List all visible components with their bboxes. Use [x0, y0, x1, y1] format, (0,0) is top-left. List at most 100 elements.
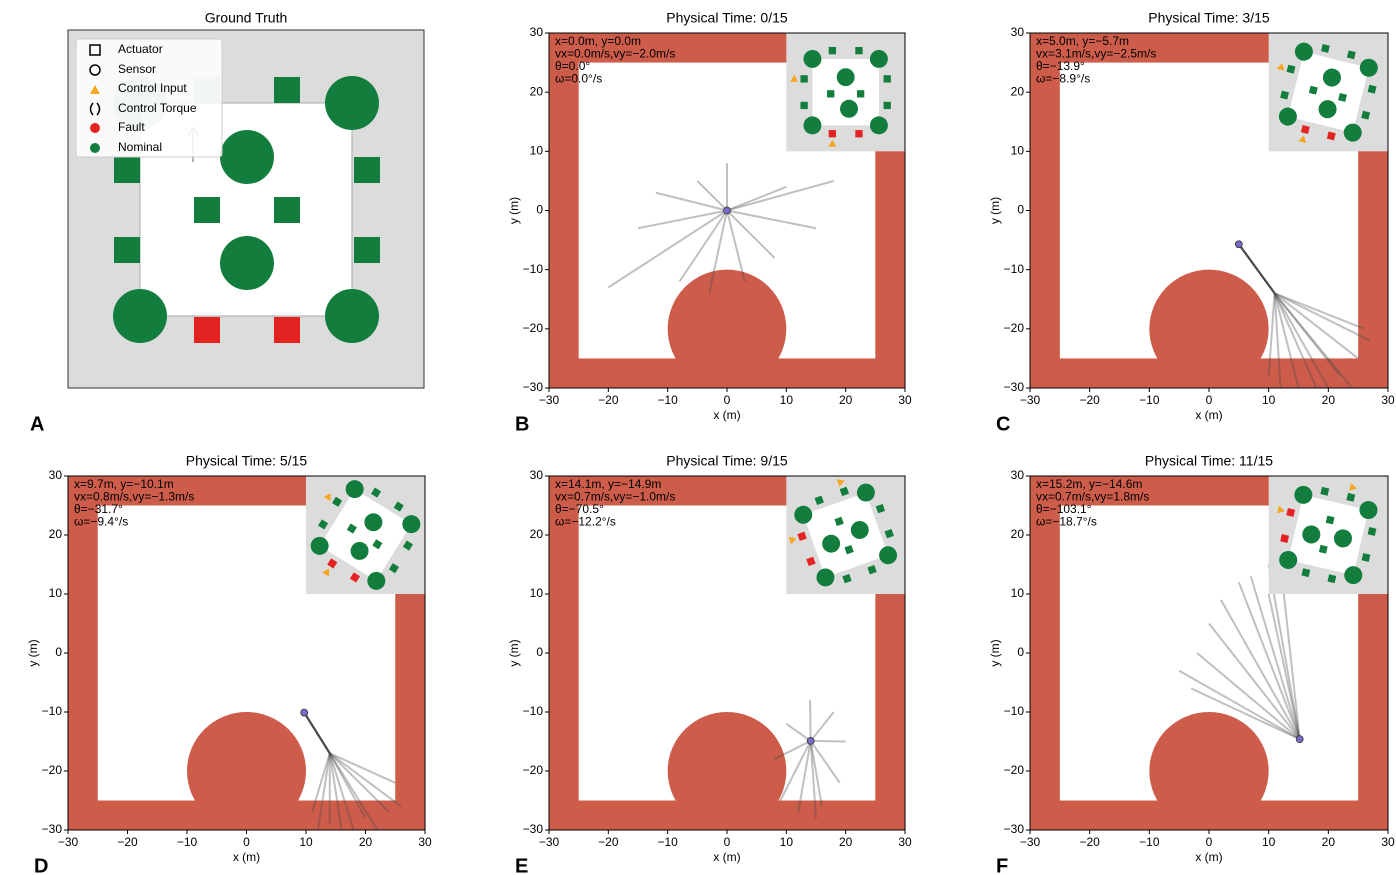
y-tick-label: 30 — [1011, 468, 1025, 482]
x-tick-label: 20 — [839, 393, 853, 407]
x-tick-label: 0 — [724, 835, 731, 849]
x-tick-label: −30 — [1020, 835, 1041, 849]
obstacle — [1149, 712, 1268, 830]
sensor — [325, 289, 379, 343]
sensor — [220, 236, 274, 290]
y-tick-label: 0 — [1017, 645, 1024, 659]
y-tick-label: −20 — [523, 321, 544, 335]
x-tick-label: −10 — [657, 835, 678, 849]
panel-label: B — [515, 413, 529, 435]
y-tick-label: 20 — [530, 527, 544, 541]
y-tick-label: 20 — [1011, 84, 1025, 98]
y-tick-label: 10 — [49, 586, 63, 600]
obstacle — [668, 712, 787, 830]
x-axis-label: x (m) — [1195, 850, 1222, 864]
panel: x=0.0m, y=0.0mvx=0.0m/s,vy=−2.0m/sθ=0.0°… — [507, 10, 912, 436]
inset-sensor — [837, 68, 855, 86]
x-tick-label: 0 — [243, 835, 250, 849]
y-tick-label: 20 — [530, 84, 544, 98]
inset-actuator — [827, 90, 834, 97]
x-tick-label: −10 — [1139, 835, 1160, 849]
state-annotation: ω=−12.2°/s — [555, 515, 616, 529]
sensor — [113, 289, 167, 343]
inset-actuator — [829, 47, 836, 54]
state-annotation: ω=−8.9°/s — [1036, 72, 1090, 86]
trajectory — [810, 700, 811, 741]
robot-position — [301, 709, 308, 716]
obstacle — [187, 712, 306, 830]
x-tick-label: 20 — [1322, 835, 1336, 849]
x-tick-label: −30 — [1020, 393, 1041, 407]
panel-title: Physical Time: 0/15 — [666, 10, 788, 26]
actuator — [354, 237, 380, 263]
x-tick-label: −10 — [1139, 393, 1160, 407]
actuator — [354, 157, 380, 183]
x-axis-label: x (m) — [713, 850, 740, 864]
y-axis-label: y (m) — [988, 197, 1002, 224]
x-tick-label: 0 — [1206, 835, 1213, 849]
y-axis-label: y (m) — [507, 197, 521, 224]
inset-sensor — [803, 116, 821, 134]
state-annotation: ω=−18.7°/s — [1036, 515, 1097, 529]
x-tick-label: 20 — [839, 835, 853, 849]
inset-actuator — [800, 102, 807, 109]
legend-label: Nominal — [118, 140, 162, 154]
x-tick-label: −20 — [117, 835, 138, 849]
obstacle — [1149, 270, 1268, 388]
robot-position — [807, 737, 814, 744]
y-tick-label: −10 — [1004, 704, 1025, 718]
x-tick-label: 10 — [299, 835, 313, 849]
x-tick-label: −10 — [177, 835, 198, 849]
y-tick-label: 10 — [530, 144, 544, 158]
x-tick-label: 0 — [1206, 393, 1213, 407]
panel: x=14.1m, y=−14.9mvx=0.7m/s,vy=−1.0m/sθ=−… — [507, 453, 912, 875]
y-tick-label: −30 — [523, 380, 544, 394]
actuator — [274, 77, 300, 103]
actuator — [114, 157, 140, 183]
x-tick-label: 10 — [1262, 393, 1276, 407]
inset-sensor — [870, 116, 888, 134]
x-tick-label: −30 — [539, 835, 560, 849]
panel-title: Physical Time: 9/15 — [666, 453, 788, 469]
fault-actuator — [274, 317, 300, 343]
y-axis-label: y (m) — [988, 639, 1002, 666]
y-tick-label: 30 — [1011, 25, 1025, 39]
legend-label: Control Torque — [118, 101, 197, 115]
trajectory — [811, 741, 846, 742]
panel: x=9.7m, y=−10.1mvx=0.8m/s,vy=−1.3m/sθ=−3… — [26, 453, 432, 875]
x-tick-label: 30 — [1381, 393, 1395, 407]
legend-label: Actuator — [118, 42, 163, 56]
y-tick-label: −20 — [523, 763, 544, 777]
inset-sensor — [840, 100, 858, 118]
inset-actuator — [884, 102, 891, 109]
y-tick-label: 10 — [1011, 144, 1025, 158]
legend-label: Fault — [118, 120, 145, 134]
actuator — [114, 237, 140, 263]
y-tick-label: −30 — [523, 822, 544, 836]
x-tick-label: −20 — [598, 835, 619, 849]
robot-position — [724, 207, 731, 214]
y-tick-label: 0 — [55, 645, 62, 659]
robot-position — [1235, 241, 1242, 248]
panel-title: Physical Time: 5/15 — [186, 453, 308, 469]
x-tick-label: −20 — [598, 393, 619, 407]
inset-actuator — [857, 90, 864, 97]
y-tick-label: −30 — [42, 822, 63, 836]
panel-title: Physical Time: 11/15 — [1145, 453, 1273, 469]
y-tick-label: 30 — [530, 468, 544, 482]
y-axis-label: y (m) — [507, 639, 521, 666]
y-tick-label: 10 — [530, 586, 544, 600]
x-axis-label: x (m) — [713, 408, 740, 422]
y-tick-label: −20 — [42, 763, 63, 777]
panel-label: D — [34, 855, 48, 875]
panel-label: E — [515, 855, 528, 875]
x-tick-label: −30 — [539, 393, 560, 407]
y-tick-label: 20 — [49, 527, 63, 541]
inset-sensor — [803, 50, 821, 68]
actuator — [194, 197, 220, 223]
y-tick-label: 20 — [1011, 527, 1025, 541]
x-tick-label: 30 — [898, 835, 912, 849]
x-tick-label: 30 — [898, 393, 912, 407]
y-axis-label: y (m) — [26, 639, 40, 666]
x-tick-label: 10 — [780, 393, 794, 407]
